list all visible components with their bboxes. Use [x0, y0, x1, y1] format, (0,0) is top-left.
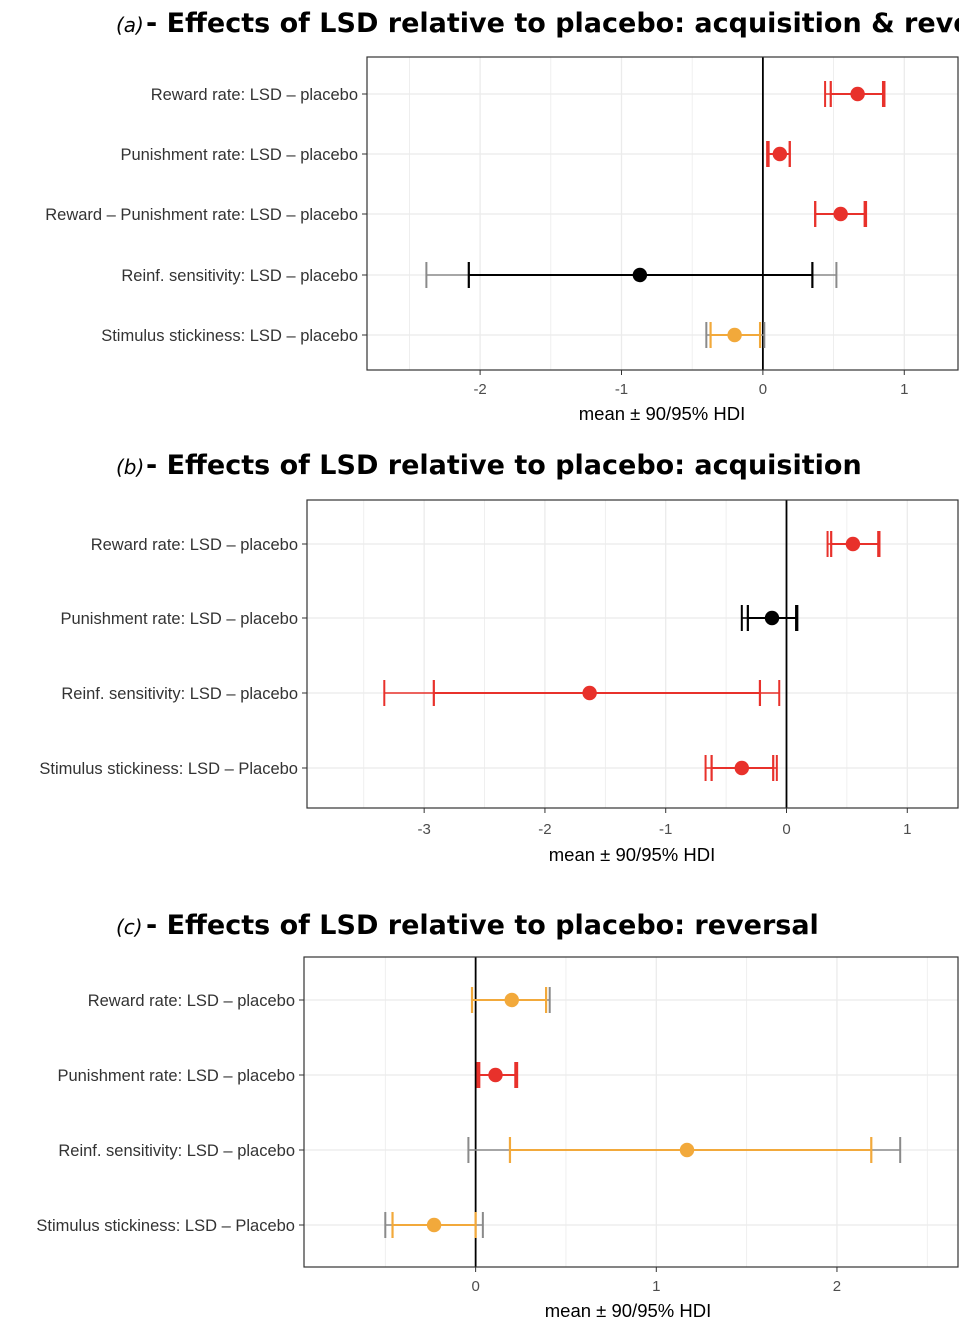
row-label: Reward rate: LSD – placebo [151, 86, 358, 104]
panel-letter: (a) [116, 13, 144, 37]
row-label: Reward rate: LSD – placebo [88, 992, 295, 1010]
x-tick-label: -1 [615, 381, 628, 398]
mean-point [772, 146, 788, 162]
x-tick-label: -1 [659, 821, 672, 838]
row-label: Reinf. sensitivity: LSD – placebo [58, 1142, 295, 1160]
panel-border [306, 499, 959, 809]
x-tick-label: 0 [471, 1278, 479, 1295]
row-label: Stimulus stickiness: LSD – Placebo [39, 760, 298, 778]
x-tick-label: 0 [782, 821, 790, 838]
row-label: Stimulus stickiness: LSD – Placebo [36, 1217, 295, 1235]
row-label: Reinf. sensitivity: LSD – placebo [61, 685, 298, 703]
chart-title: - Effects of LSD relative to placebo: ac… [146, 450, 862, 481]
mean-point [850, 86, 865, 102]
mean-point [426, 1217, 442, 1233]
row-label: Reward rate: LSD – placebo [91, 536, 298, 554]
mean-point [582, 685, 597, 701]
row-label: Punishment rate: LSD – placebo [60, 610, 298, 628]
mean-point [679, 1142, 695, 1158]
chart-title: - Effects of LSD relative to placebo: re… [146, 910, 819, 941]
row-label: Punishment rate: LSD – placebo [120, 146, 358, 164]
x-tick-label: 0 [759, 381, 767, 398]
panel-background [304, 957, 958, 1267]
x-tick-label: 1 [903, 821, 911, 838]
panel-letter: (c) [116, 915, 143, 939]
x-tick-label: 1 [652, 1278, 660, 1295]
mean-point [845, 536, 861, 552]
x-axis-title: mean ± 90/95% HDI [549, 844, 715, 865]
mean-point [632, 267, 648, 283]
x-tick-label: -2 [538, 821, 551, 838]
x-axis-title: mean ± 90/95% HDI [579, 403, 745, 424]
panel-letter: (b) [116, 455, 144, 479]
panel-border [303, 956, 959, 1268]
x-tick-label: 2 [833, 1278, 841, 1295]
row-label: Reinf. sensitivity: LSD – placebo [121, 267, 358, 285]
chart-title: - Effects of LSD relative to placebo: ac… [146, 8, 959, 39]
mean-point [764, 610, 780, 626]
row-label: Reward – Punishment rate: LSD – placebo [45, 206, 358, 224]
panel-border [366, 56, 959, 371]
mean-point [727, 327, 742, 343]
mean-point [833, 206, 848, 222]
x-tick-label: -2 [473, 381, 486, 398]
mean-point [488, 1067, 503, 1083]
row-label: Punishment rate: LSD – placebo [57, 1067, 295, 1085]
x-tick-label: 1 [900, 381, 908, 398]
panel-background [307, 500, 958, 808]
mean-point [504, 992, 519, 1008]
x-tick-label: -3 [417, 821, 430, 838]
mean-point [734, 760, 750, 776]
x-axis-title: mean ± 90/95% HDI [545, 1300, 711, 1320]
row-label: Stimulus stickiness: LSD – placebo [101, 327, 358, 345]
